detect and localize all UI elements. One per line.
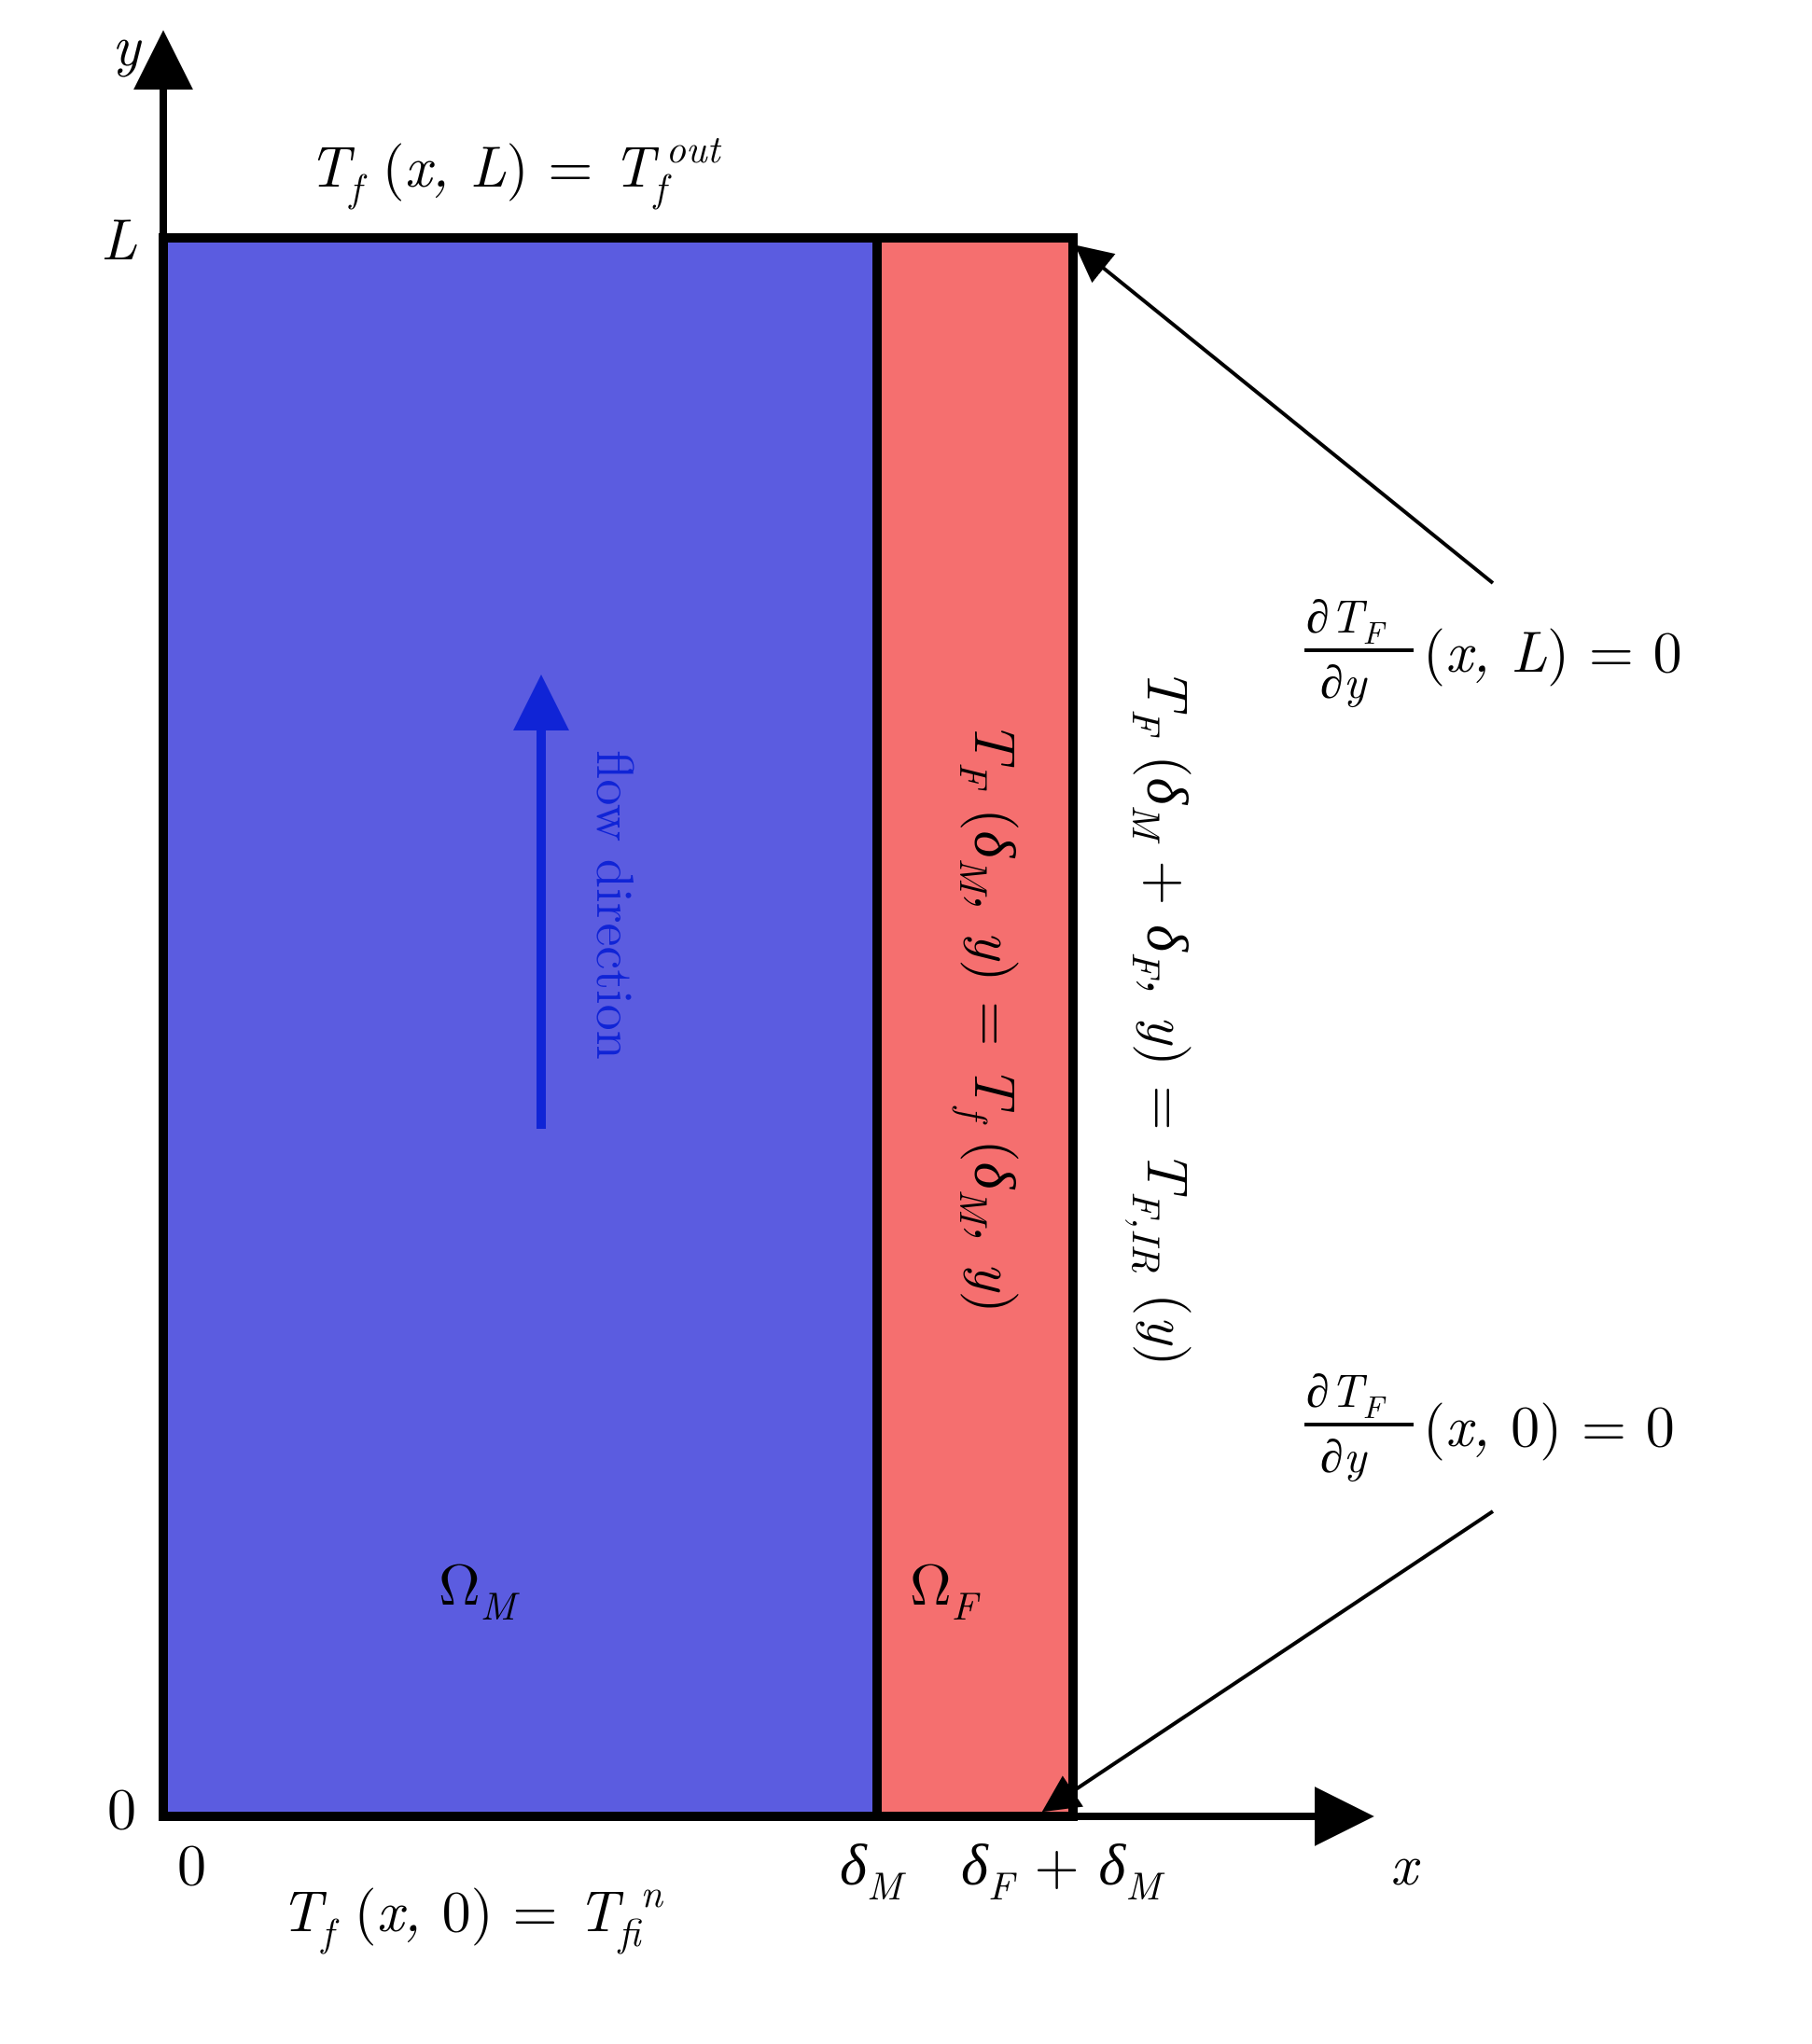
annotation-arrow-top bbox=[1078, 247, 1493, 583]
bc-bottom: Tf (x, 0) = Tfin bbox=[280, 1864, 663, 1958]
svg-text:(x, L) = 0: (x, L) = 0 bbox=[1423, 606, 1682, 688]
annotation-arrow-bottom bbox=[1045, 1511, 1493, 1810]
tick-label-zero-x: 0 bbox=[177, 1819, 206, 1901]
tick-label-zero-y: 0 bbox=[107, 1763, 136, 1845]
x-axis-label: x bbox=[1390, 1819, 1421, 1901]
svg-text:∂y: ∂y bbox=[1320, 1420, 1368, 1486]
tick-label-delta-m: δM bbox=[840, 1819, 907, 1912]
y-axis-label: y bbox=[112, 0, 142, 82]
region-omega-m bbox=[163, 238, 877, 1816]
svg-text:∂y: ∂y bbox=[1320, 646, 1368, 712]
svg-text:∂TF: ∂TF bbox=[1306, 580, 1387, 653]
svg-text:(x, 0) = 0: (x, 0) = 0 bbox=[1423, 1381, 1675, 1463]
bc-interface: TF (δM, y) = Tf (δM, y) bbox=[948, 720, 1040, 1313]
bc-top: Tf (x, L) = Tfout bbox=[308, 119, 722, 214]
tick-label-L: L bbox=[101, 194, 137, 276]
tick-label-delta-f-plus-m: δF + δM bbox=[961, 1819, 1165, 1912]
svg-text:∂TF: ∂TF bbox=[1306, 1355, 1387, 1427]
bc-right: TF (δM + δF, y) = TF,IR (y) bbox=[1121, 667, 1213, 1366]
bc-dtf-dy-bottom: ∂TF ∂y (x, 0) = 0 bbox=[1304, 1355, 1675, 1486]
bc-dtf-dy-top: ∂TF ∂y (x, L) = 0 bbox=[1304, 580, 1682, 712]
flow-direction-label: flow direction bbox=[581, 750, 655, 1060]
